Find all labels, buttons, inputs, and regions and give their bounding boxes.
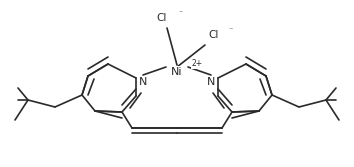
Text: 2+: 2+: [192, 59, 203, 68]
Text: N: N: [139, 77, 147, 87]
Text: N: N: [207, 77, 215, 87]
Text: ⁻: ⁻: [178, 9, 182, 18]
Text: Cl: Cl: [209, 30, 219, 40]
Text: Cl: Cl: [157, 13, 167, 23]
Text: ⁻: ⁻: [228, 26, 232, 35]
Text: Ni: Ni: [171, 67, 183, 77]
